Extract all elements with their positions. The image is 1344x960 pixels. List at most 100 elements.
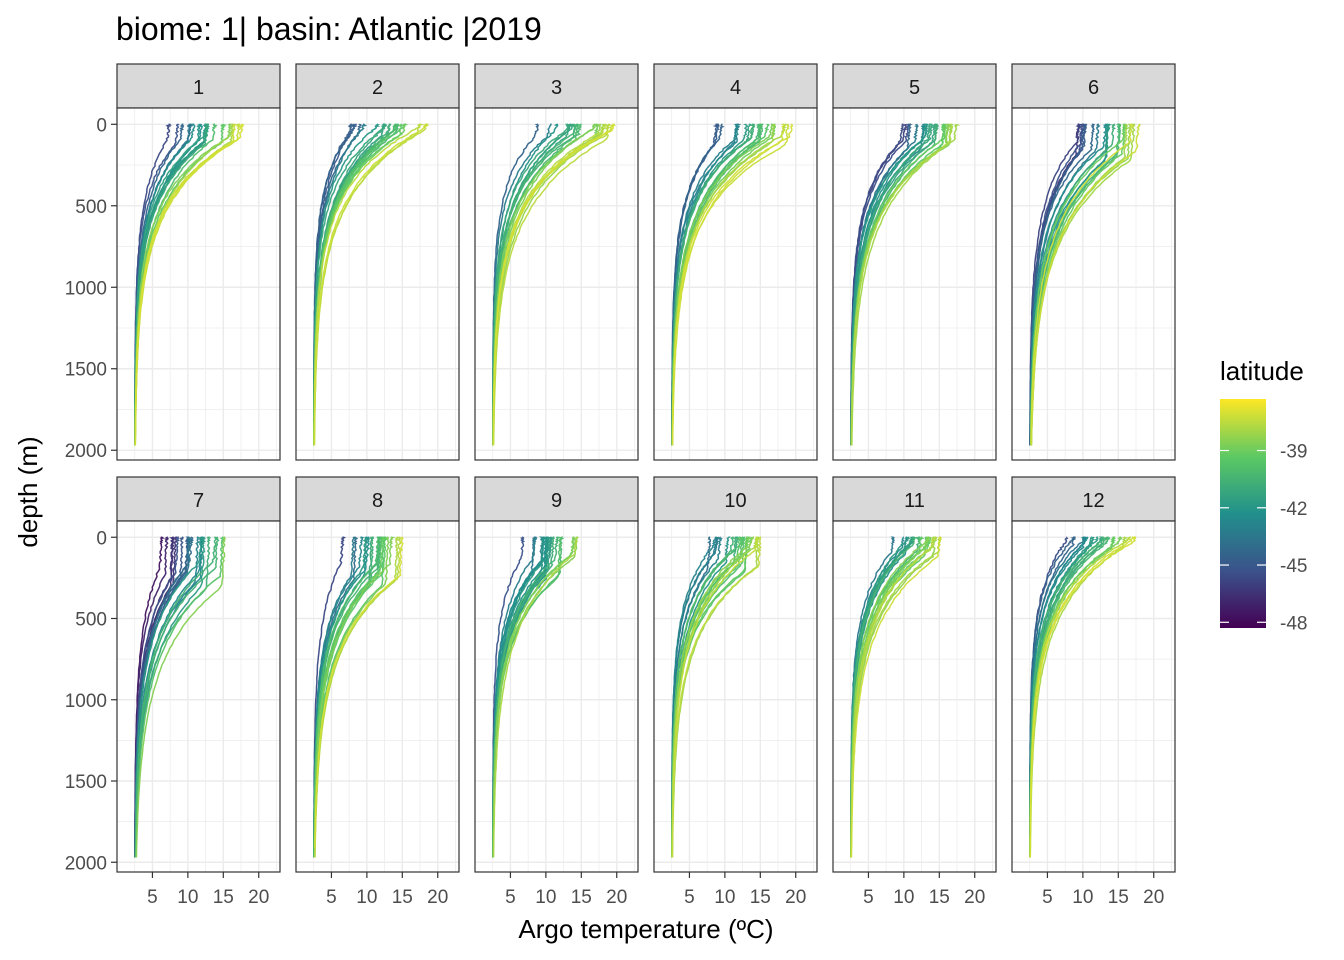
x-tick-label: 10 [893,887,914,908]
facet-panel-11: 11 5 10 15 20 [832,476,997,908]
x-tick-label: 20 [785,887,806,908]
facet-strip-label: 12 [1082,490,1104,512]
latitude-legend: latitude -39 -42 -45 -48 [1220,356,1307,634]
profile-lines [1028,536,1137,858]
panel-border [474,107,639,461]
facet-strip [474,476,639,522]
temperature-profile [1030,123,1135,445]
panel-border [116,520,281,873]
x-tick-label: 5 [505,887,516,908]
facet-strip-label: 11 [904,490,925,512]
profile-lines [1029,123,1141,446]
panel-border [1011,520,1176,873]
facet-panel-8: 8 5 10 15 20 [295,476,460,908]
panel-grid [296,108,459,460]
x-tick-label: 20 [606,887,627,908]
x-tick-label: 10 [356,887,377,908]
facet-strip-label: 3 [551,77,562,99]
temperature-profile [1029,123,1108,431]
panel-border [1011,107,1176,461]
panel-grid [117,108,280,460]
facet-strip [295,476,460,522]
facet-strip-label: 7 [193,490,204,512]
facet-strip [116,476,281,522]
temperature-profile [135,536,225,858]
y-tick-label: 500 [75,610,107,631]
temperature-profile [1030,123,1127,430]
facet-strip [832,476,997,522]
profile-lines [850,123,961,446]
legend-tick-label: -48 [1280,613,1307,634]
y-tick-label: 0 [96,115,107,136]
x-tick-label: 10 [535,887,556,908]
temperature-profile [850,536,942,858]
panel-background [1012,521,1175,872]
temperature-profile [851,123,961,446]
facet-strip [474,63,639,109]
y-tick-label: 500 [75,197,107,218]
facet-panel-9: 9 5 10 15 20 [474,476,639,908]
x-tick-label: 20 [964,887,985,908]
temperature-profile [313,123,425,446]
temperature-profile [135,536,227,858]
x-tick-label: 5 [1042,887,1053,908]
facet-strip [1011,476,1176,522]
facet-strip [116,63,281,109]
y-tick-label: 2000 [65,853,107,874]
x-tick-label: 5 [326,887,337,908]
temperature-profile [134,536,220,858]
x-tick-label: 5 [684,887,695,908]
temperature-profile [134,123,245,446]
x-tick-label: 15 [750,887,771,908]
profile-lines [491,536,579,858]
panel-border [295,107,460,461]
legend-tick-label: -39 [1280,442,1307,463]
profile-lines [671,536,762,858]
y-tick-label: 1500 [65,360,107,381]
x-axis-title: Argo temperature (ºC) [518,914,773,944]
y-tick-label: 0 [96,528,107,549]
legend-title: latitude [1220,356,1304,386]
panel-border [474,520,639,873]
temperature-profile [492,123,616,446]
plot-title: biome: 1| basin: Atlantic |2019 [116,11,542,47]
temperature-profile [134,536,203,858]
facet-strip-label: 1 [193,77,204,99]
facet-panel-12: 12 5 10 15 20 [1011,476,1176,908]
x-tick-label: 10 [714,887,735,908]
temperature-profile [313,123,429,446]
profile-lines [312,123,430,446]
panel-border [832,520,997,873]
profile-lines [671,123,794,446]
profile-lines [850,536,942,858]
panel-border [653,520,818,873]
profile-lines [134,536,227,858]
x-tick-label: 10 [177,887,198,908]
y-tick-label: 1500 [65,772,107,793]
facet-panel-1: 1 0 500 1000 1500 2000 [65,63,281,462]
y-tick-label: 1000 [65,278,107,299]
x-tick-label: 15 [571,887,592,908]
temperature-profile [313,536,396,850]
facet-panel-3: 3 [474,63,639,461]
profile-lines [313,536,404,858]
facet-strip-label: 4 [730,77,741,99]
x-tick-label: 20 [427,887,448,908]
facet-strip-label: 2 [372,77,383,99]
temperature-profile [671,123,794,446]
y-tick-label: 2000 [65,441,107,462]
x-tick-label: 15 [1108,887,1129,908]
temperature-profile [1029,536,1137,858]
facet-strip [295,63,460,109]
profile-lines [134,123,245,446]
temperature-profile [671,536,760,858]
panel-border [653,107,818,461]
profile-lines [491,123,616,446]
facet-strip [653,63,818,109]
facet-panel-4: 4 [653,63,818,461]
facet-strip [1011,63,1176,109]
x-tick-label: 10 [1072,887,1093,908]
legend-tick-label: -45 [1280,556,1307,577]
facet-strip [653,476,818,522]
facet-panel-2: 2 [295,63,460,461]
